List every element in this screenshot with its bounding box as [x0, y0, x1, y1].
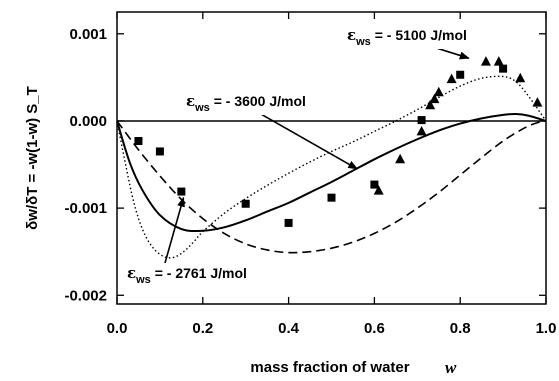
annotation-arrow — [244, 104, 359, 170]
triangle-marker — [532, 97, 543, 107]
annotation-arrow — [164, 196, 185, 264]
square-marker — [327, 193, 336, 202]
annotation-text: εws = - 2761 J/mol — [127, 264, 247, 286]
square-marker — [177, 187, 186, 196]
square-marker — [370, 180, 379, 189]
triangle-marker — [480, 56, 491, 66]
square-marker — [241, 199, 250, 208]
plot-frame — [116, 11, 547, 305]
curves-group — [117, 75, 546, 259]
y-tick-label: 0.000 — [69, 113, 107, 130]
square-marker — [284, 218, 293, 227]
tick-labels: 0.0 0.2 0.4 0.6 0.8 1.0 0.001 0.000 -0.001 -0.002 — [64, 26, 556, 337]
annotation-texts: εws = - 5100 J/mol εws = - 3600 J/mol εws … — [125, 25, 469, 287]
square-marker — [499, 64, 508, 73]
y-axis-label: δw/δT = -w(1-w) S_T — [24, 86, 41, 230]
triangle-marker — [425, 99, 436, 110]
x-axis-variable: w — [445, 358, 457, 377]
triangle-marker — [446, 73, 457, 84]
triangle-marker — [373, 185, 384, 195]
x-tick-label: 1.0 — [536, 320, 557, 337]
annotation-label: εws = - 5100 J/mol — [345, 25, 469, 49]
square-marker — [456, 70, 465, 79]
annotation-label: εws = - 3600 J/mol — [184, 91, 308, 115]
x-tick-label: 0.4 — [278, 320, 300, 337]
x-tick-label: 0.8 — [450, 320, 471, 337]
square-marker — [134, 137, 143, 146]
triangle-marker — [395, 153, 406, 164]
markers-group — [134, 56, 543, 227]
y-tick-label: -0.002 — [64, 287, 107, 304]
annotation-label: εws = - 2761 J/mol — [125, 263, 249, 287]
triangle-marker — [433, 86, 444, 97]
y-tick-label: 0.001 — [69, 26, 107, 43]
annotation-text: εws = - 3600 J/mol — [186, 92, 306, 114]
x-axis-label: mass fraction of water — [250, 359, 409, 376]
x-tick-label: 0.2 — [192, 320, 213, 337]
triangle-marker — [416, 125, 427, 136]
annotation-arrows — [164, 34, 470, 264]
triangle-marker — [429, 93, 440, 104]
triangle-marker — [515, 72, 526, 83]
square-marker — [417, 116, 426, 125]
x-tick-label: 0.6 — [364, 320, 385, 337]
x-tick-label: 0.0 — [107, 320, 128, 337]
y-tick-label: -0.001 — [64, 200, 107, 217]
curve-solid — [117, 112, 546, 233]
triangle-marker — [493, 56, 504, 66]
curve-dotted — [117, 75, 546, 259]
axis-ticks — [116, 12, 547, 304]
square-marker — [155, 147, 164, 156]
annotation-text: εws = - 5100 J/mol — [347, 26, 467, 48]
curve-dashed — [117, 120, 546, 254]
